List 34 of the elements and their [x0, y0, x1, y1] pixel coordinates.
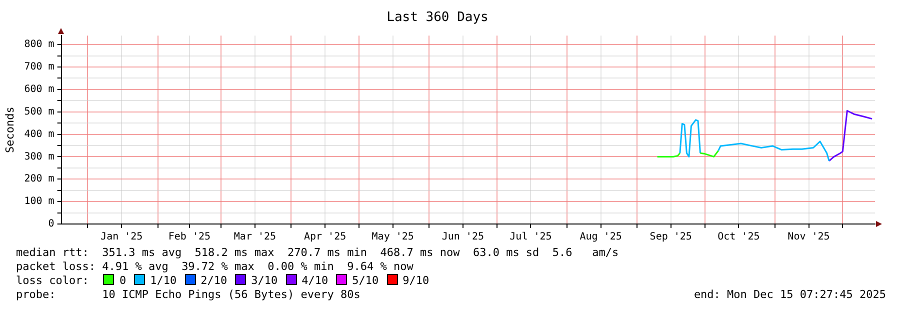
- y-tick-label: 400 m: [24, 128, 54, 140]
- x-tick-label: Jan '25: [100, 232, 143, 243]
- y-tick-label: 800 m: [24, 39, 54, 50]
- x-tick-label: Aug '25: [580, 232, 622, 243]
- x-tick-label: Jun '25: [442, 232, 484, 243]
- x-tick-label: Nov '25: [788, 232, 830, 243]
- text: packet loss: 4.91 % avg 39.72 % max 0.00 % min 9.64 % now: [16, 260, 414, 274]
- legend-label: 3/10: [251, 274, 278, 287]
- x-tick-label: Jul '25: [510, 232, 552, 243]
- y-axis-title: Seconds: [3, 106, 16, 153]
- y-tick-label: 100 m: [24, 196, 54, 208]
- legend-label: 5/10: [352, 274, 379, 287]
- legend-label: 1/10: [150, 274, 177, 287]
- x-tick-label: Apr '25: [304, 232, 346, 243]
- text: probe: 10 ICMP Echo Pings (56 Bytes) every 80s: [16, 288, 360, 301]
- legend-label: 0: [119, 274, 126, 287]
- x-tick-label: Oct '25: [718, 232, 760, 243]
- y-tick-label: 600 m: [24, 84, 54, 96]
- legend-label: 9/10: [402, 274, 430, 287]
- legend-label: 4/10: [302, 274, 328, 287]
- legend-title: loss color:: [16, 274, 90, 287]
- x-tick-label: May '25: [372, 232, 414, 243]
- y-tick-label: 700 m: [24, 62, 54, 73]
- y-tick-label: 500 m: [24, 106, 54, 118]
- y-tick-label: 300 m: [24, 151, 54, 162]
- x-tick-label: Mar '25: [234, 232, 276, 243]
- x-tick-label: Feb '25: [168, 232, 211, 243]
- legend-label: 2/10: [200, 274, 228, 287]
- x-tick-label: Sep '25: [650, 232, 692, 243]
- text: median rtt: 351.3 ms avg 518.2 ms max 270.7 ms min 468.7 ms now 63.0 ms sd 5.6 am/s: [16, 246, 620, 260]
- y-tick-label: 0: [48, 218, 54, 230]
- text: end: Mon Dec 15 07:27:45 2025: [694, 288, 886, 302]
- y-tick-label: 200 m: [24, 174, 54, 185]
- chart-title: Last 360 Days: [386, 10, 488, 26]
